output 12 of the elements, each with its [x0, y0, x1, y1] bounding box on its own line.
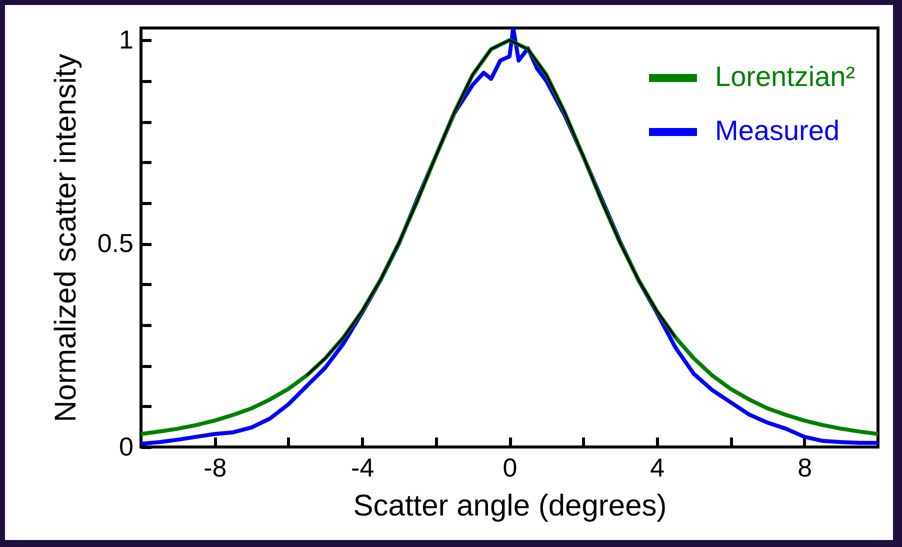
x-tick-label: 8: [798, 452, 812, 482]
x-tick-label: 0: [502, 452, 518, 482]
x-tick-label: 4: [650, 452, 665, 482]
y-tick-label: 0: [119, 432, 134, 462]
legend-label: Lorentzian²: [715, 61, 856, 92]
y-axis-title: Normalized scatter intensity: [49, 54, 82, 422]
y-tick-label: 0.5: [97, 228, 134, 258]
legend-label: Measured: [715, 115, 840, 146]
x-tick-label: -4: [351, 452, 374, 482]
x-axis-title: Scatter angle (degrees): [353, 490, 667, 522]
y-tick-label: 1: [119, 24, 134, 55]
x-tick-label: -8: [204, 452, 227, 482]
